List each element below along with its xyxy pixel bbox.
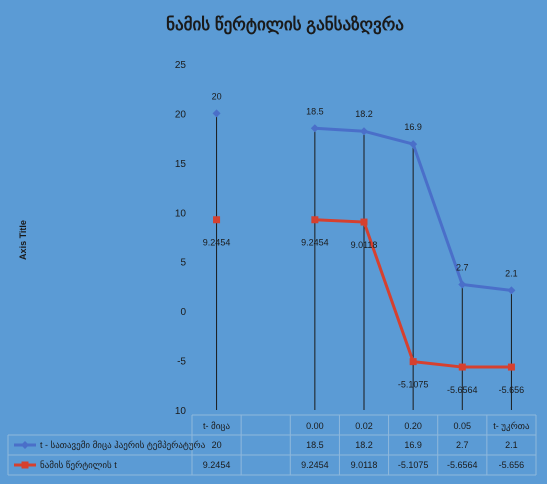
table-header-cell: 0.00 — [306, 421, 324, 431]
table-cell: 18.5 — [306, 440, 324, 450]
table-cell: 9.2454 — [203, 460, 231, 470]
legend-key-marker — [21, 441, 29, 449]
series-layer — [212, 109, 516, 371]
y-tick-labels: 25 20 15 10 5 0 -5 10 — [175, 60, 187, 417]
series-marker — [409, 358, 417, 366]
table-header-cell: 0.20 — [404, 421, 422, 431]
table-header-cell: 0.05 — [454, 421, 472, 431]
y-tick-label: 10 — [175, 406, 187, 417]
series-marker — [507, 286, 516, 295]
y-tick-label: 5 — [180, 258, 186, 269]
data-label: -5.1075 — [398, 380, 429, 390]
y-tick-label: 25 — [175, 60, 187, 71]
data-label: -5.656 — [499, 385, 525, 395]
table-cell: 2.1 — [505, 440, 518, 450]
table-cell: 20 — [212, 440, 222, 450]
drop-lines — [216, 113, 512, 410]
y-axis-title: Axis Title — [18, 220, 28, 260]
y-tick-label: 10 — [175, 208, 187, 219]
table-cell: -5.1075 — [398, 460, 429, 470]
table-cell: 2.7 — [456, 440, 469, 450]
y-tick-label: 15 — [175, 159, 187, 170]
y-tick-label: -5 — [177, 357, 186, 368]
table-row-label: t - სათავემი მიცა ჰაერის ტემპერატურა — [40, 440, 206, 451]
table-header-cell: t- მიცა — [203, 421, 231, 432]
data-label: 9.2454 — [301, 238, 329, 248]
data-label: 20 — [212, 91, 222, 101]
series-marker — [409, 140, 418, 149]
series-marker — [360, 127, 368, 136]
series-marker — [311, 216, 319, 224]
table-cell: -5.6564 — [447, 460, 478, 470]
data-table: t- მიცა 0.00 0.02 0.20 0.05 t- უკრთა t - სათავ… — [7, 414, 537, 476]
series-0 — [212, 109, 516, 295]
series-marker — [458, 363, 466, 371]
chart-title: ნამის წერტილის განსაზღვრა — [166, 15, 404, 35]
data-label: 9.2454 — [203, 238, 231, 248]
table-cell: -5.656 — [499, 460, 525, 470]
y-tick-label: 20 — [175, 109, 187, 120]
data-label: 2.7 — [456, 262, 469, 272]
series-1 — [213, 216, 515, 371]
series-marker — [213, 216, 221, 224]
data-label: 18.5 — [306, 106, 324, 116]
series-marker — [310, 124, 319, 133]
legend-key-marker — [21, 461, 29, 469]
series-marker — [458, 280, 467, 289]
table-cell: 9.2454 — [301, 460, 329, 470]
data-label: -5.6564 — [447, 385, 478, 395]
data-labels: 20 18.5 18.2 16.9 2.7 2.1 9.2454 9.2454 9.0118 -5… — [203, 91, 524, 395]
table-cell: 18.2 — [355, 440, 373, 450]
table-cell: 9.0118 — [351, 460, 378, 470]
series-marker — [212, 109, 221, 118]
data-label: 2.1 — [505, 268, 518, 278]
table-header-cell: 0.02 — [355, 421, 373, 431]
table-header-cell: t- უკრთა — [493, 421, 530, 432]
table-cell: 16.9 — [404, 440, 422, 450]
data-label: 9.0118 — [351, 240, 378, 250]
data-label: 16.9 — [404, 122, 422, 132]
series-marker — [360, 218, 368, 226]
series-marker — [507, 363, 515, 371]
y-tick-label: 0 — [180, 307, 186, 318]
data-label: 18.2 — [355, 109, 373, 119]
table-row-label: ნამის წერტილის t — [40, 460, 117, 471]
